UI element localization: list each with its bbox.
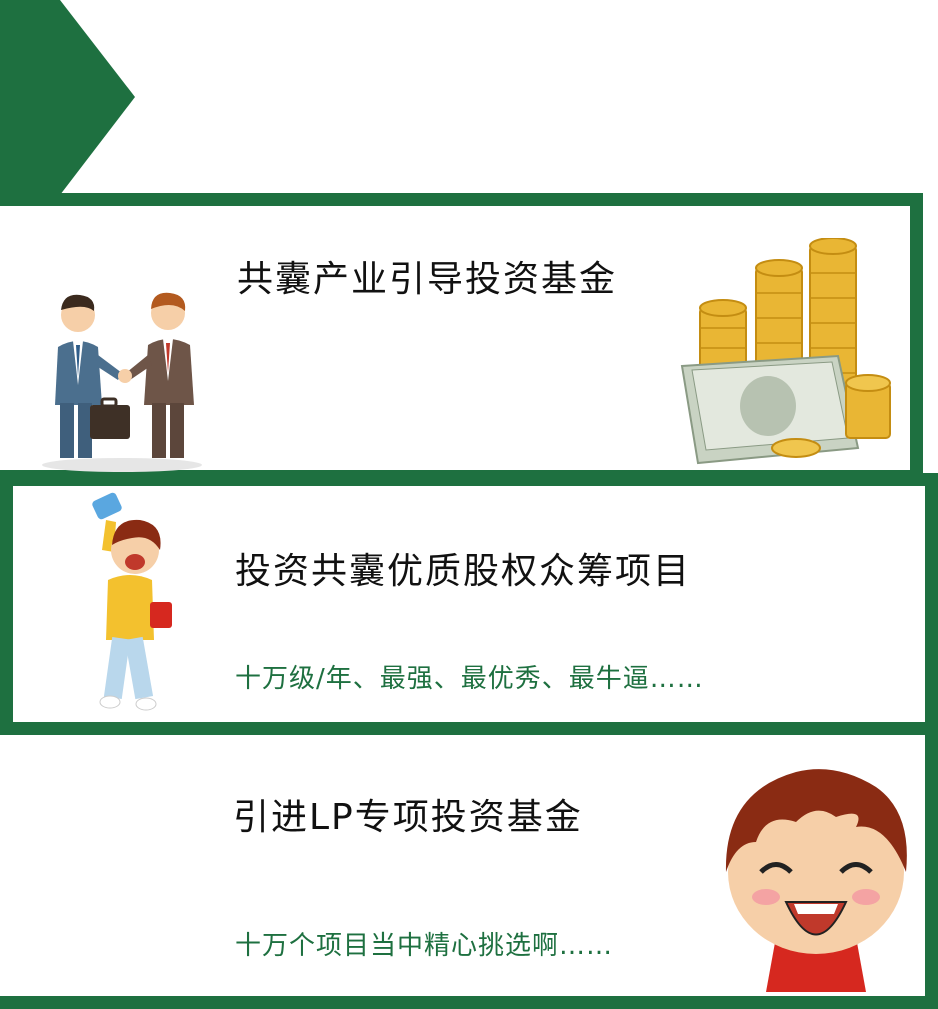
money-coins-icon: [680, 238, 891, 465]
section-subtitle-3: 十万个项目当中精心挑选啊……: [235, 931, 614, 961]
section-title-1: 共囊产业引导投资基金: [237, 259, 618, 300]
section-title-2: 投资共囊优质股权众筹项目: [235, 551, 692, 592]
arrow-decoration-icon: [0, 0, 135, 195]
cheering-boy-icon: [92, 492, 172, 711]
handshake-businessmen-icon: [42, 292, 202, 472]
section-subtitle-2: 十万级/年、最强、最优秀、最牛逼……: [235, 664, 704, 694]
section-title-3: 引进LP专项投资基金: [233, 797, 583, 838]
laughing-boy-icon: [725, 769, 907, 992]
